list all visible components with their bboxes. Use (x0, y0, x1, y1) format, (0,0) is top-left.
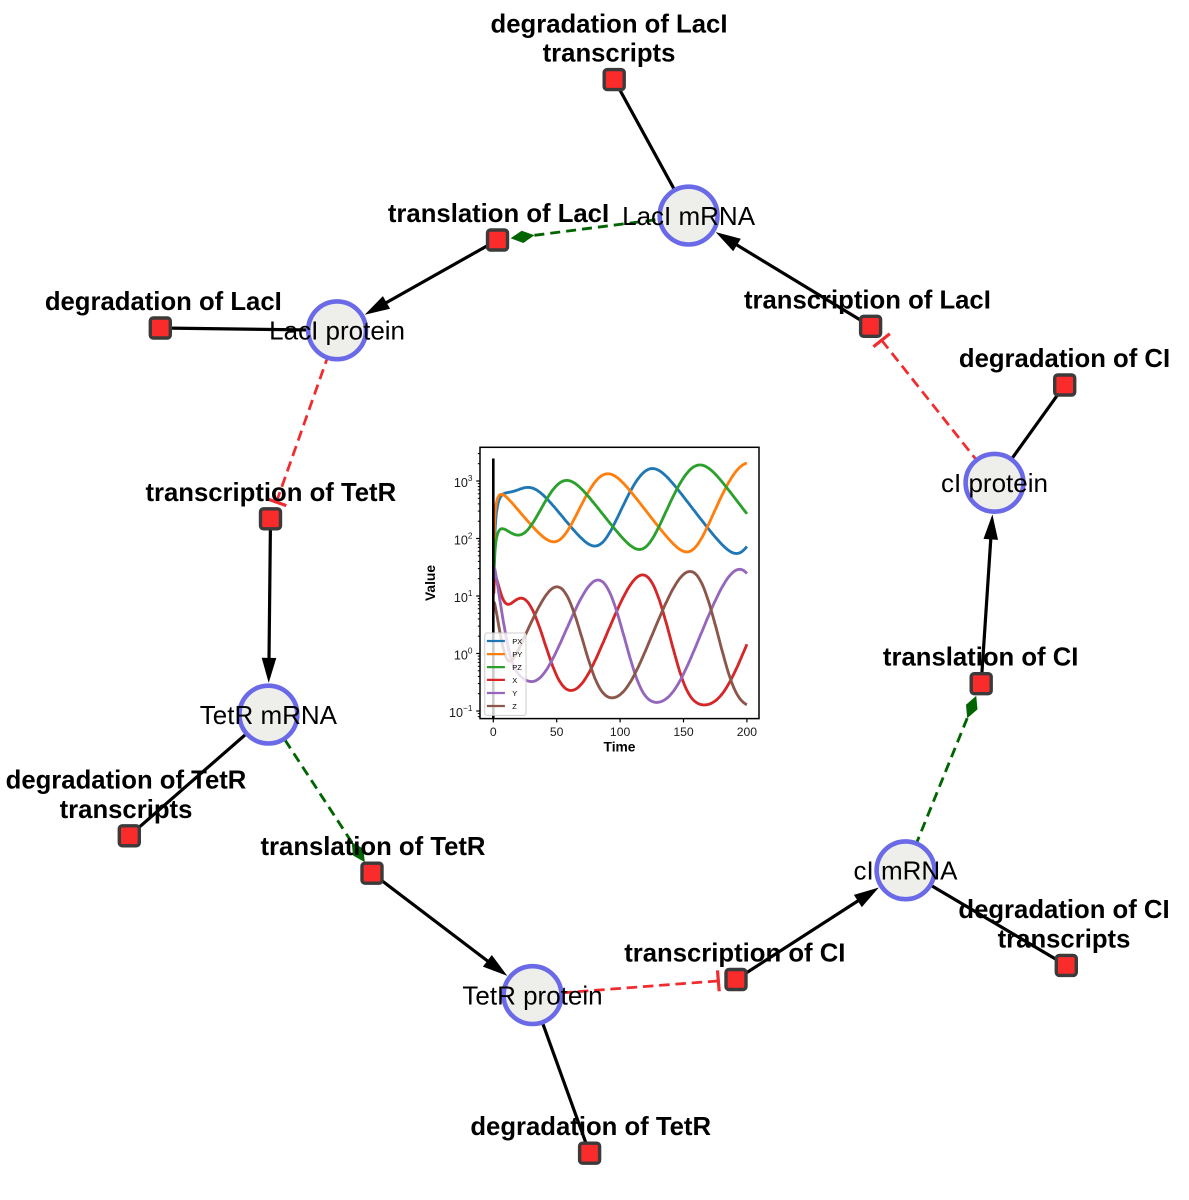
svg-text:TetR mRNA: TetR mRNA (200, 700, 338, 730)
svg-text:transcription of LacI: transcription of LacI (744, 286, 991, 314)
svg-text:PX: PX (512, 637, 522, 646)
svg-text:0: 0 (490, 725, 497, 739)
svg-text:degradation of LacI: degradation of LacI (45, 288, 282, 316)
svg-text:PZ: PZ (512, 663, 522, 672)
svg-text:PY: PY (512, 650, 522, 659)
svg-text:Time: Time (604, 740, 636, 755)
svg-text:Y: Y (512, 689, 517, 698)
svg-text:degradation of CI: degradation of CI (959, 345, 1170, 373)
svg-text:degradation of TetR: degradation of TetR (470, 1113, 711, 1141)
svg-text:TetR protein: TetR protein (462, 980, 602, 1010)
svg-text:translation of TetR: translation of TetR (260, 833, 485, 861)
svg-text:Z: Z (512, 702, 517, 711)
svg-text:150: 150 (673, 725, 694, 739)
svg-text:degradation of CI: degradation of CI (958, 896, 1169, 924)
svg-text:transcripts: transcripts (543, 40, 676, 68)
svg-text:Value: Value (423, 565, 438, 601)
svg-text:transcription of CI: transcription of CI (624, 940, 845, 968)
svg-text:translation of CI: translation of CI (883, 644, 1079, 672)
svg-text:200: 200 (737, 725, 758, 739)
svg-text:degradation of LacI: degradation of LacI (491, 10, 728, 38)
svg-text:X: X (512, 676, 517, 685)
svg-text:LacI mRNA: LacI mRNA (622, 201, 756, 231)
svg-text:translation of LacI: translation of LacI (388, 200, 609, 228)
svg-text:degradation of TetR: degradation of TetR (6, 767, 247, 795)
svg-text:transcripts: transcripts (60, 796, 193, 824)
svg-text:transcription of TetR: transcription of TetR (145, 479, 396, 507)
svg-text:cI protein: cI protein (941, 468, 1048, 498)
svg-text:100: 100 (610, 725, 631, 739)
svg-text:cI mRNA: cI mRNA (854, 856, 959, 886)
svg-text:50: 50 (550, 725, 564, 739)
svg-text:transcripts: transcripts (998, 925, 1131, 953)
svg-text:LacI protein: LacI protein (269, 316, 405, 346)
